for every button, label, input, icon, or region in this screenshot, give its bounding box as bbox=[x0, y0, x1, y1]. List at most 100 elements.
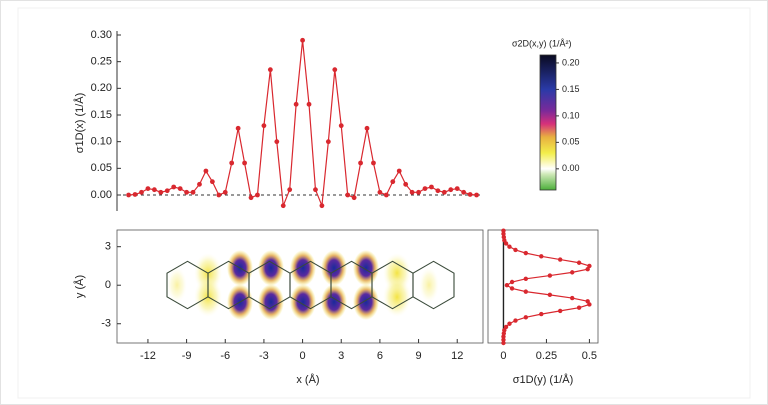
data-point bbox=[467, 192, 473, 197]
data-point bbox=[280, 203, 286, 209]
data-point bbox=[383, 192, 389, 198]
data-point bbox=[222, 189, 228, 195]
data-point bbox=[416, 189, 421, 195]
x-tick-label: -12 bbox=[140, 350, 156, 362]
data-point bbox=[422, 186, 428, 192]
data-point bbox=[435, 188, 441, 194]
density-blob bbox=[290, 284, 316, 320]
x-tick-label: -3 bbox=[259, 350, 269, 362]
density-blob bbox=[321, 250, 347, 286]
data-point bbox=[319, 203, 325, 209]
data-point bbox=[332, 67, 338, 73]
data-point bbox=[576, 260, 582, 265]
x-tick-label: 0 bbox=[500, 350, 506, 362]
data-point bbox=[523, 250, 529, 256]
x-tick-label: 0.5 bbox=[582, 350, 597, 362]
data-point bbox=[501, 337, 506, 342]
data-point bbox=[501, 234, 507, 240]
y-tick-label: 3 bbox=[105, 241, 111, 253]
data-point bbox=[507, 244, 512, 249]
data-point bbox=[209, 179, 215, 185]
data-point bbox=[203, 168, 209, 174]
data-point bbox=[503, 324, 509, 330]
y-tick-label: 0.00 bbox=[91, 189, 112, 201]
colorbar-tick-label: 0.05 bbox=[562, 137, 580, 147]
data-point bbox=[523, 315, 529, 320]
density-blob bbox=[258, 250, 284, 286]
data-point bbox=[547, 292, 553, 298]
data-point bbox=[158, 189, 164, 195]
data-point bbox=[177, 186, 183, 192]
data-point bbox=[313, 187, 318, 193]
density-blob bbox=[353, 284, 379, 320]
y-tick-label: -3 bbox=[101, 318, 111, 330]
y-axis-label: y (Å) bbox=[73, 275, 86, 298]
data-point bbox=[364, 125, 370, 131]
data-point bbox=[501, 334, 506, 339]
data-point bbox=[293, 101, 299, 107]
data-point bbox=[501, 231, 506, 237]
x-tick-label: 9 bbox=[416, 350, 422, 362]
hexagon bbox=[412, 260, 455, 310]
data-point bbox=[539, 311, 544, 317]
data-point bbox=[371, 160, 376, 166]
data-point bbox=[576, 305, 582, 310]
colorbar-tick-label: 0.00 bbox=[562, 163, 580, 173]
data-point bbox=[557, 257, 563, 262]
data-point bbox=[151, 187, 157, 193]
data-point bbox=[585, 299, 590, 304]
data-point bbox=[523, 289, 529, 294]
x-tick-label: -9 bbox=[182, 350, 192, 362]
data-point bbox=[454, 186, 460, 192]
data-point bbox=[267, 67, 273, 73]
data-point bbox=[351, 195, 357, 201]
data-point bbox=[448, 187, 454, 193]
data-point bbox=[513, 247, 518, 253]
density-blob bbox=[419, 267, 439, 303]
y-tick-label: 0.20 bbox=[91, 82, 112, 94]
data-point bbox=[235, 125, 241, 131]
x-tick-label: 12 bbox=[451, 350, 463, 362]
data-point bbox=[409, 189, 415, 195]
colorbar bbox=[539, 54, 557, 191]
data-point bbox=[523, 276, 529, 281]
data-point bbox=[441, 189, 447, 195]
data-point bbox=[274, 139, 280, 145]
density-blob bbox=[321, 284, 347, 320]
data-point bbox=[570, 295, 575, 301]
x-axis-label: x (Å) bbox=[296, 373, 319, 386]
data-point bbox=[306, 101, 312, 107]
data-point bbox=[242, 160, 247, 166]
data-point bbox=[325, 139, 331, 145]
data-point bbox=[461, 189, 467, 195]
y-tick-label: 0.25 bbox=[91, 56, 112, 68]
data-point bbox=[229, 160, 235, 166]
y-tick-label: 0.10 bbox=[91, 136, 112, 148]
data-point bbox=[126, 192, 131, 198]
data-point bbox=[390, 179, 396, 185]
data-point bbox=[507, 321, 512, 326]
data-point bbox=[396, 168, 402, 174]
data-point bbox=[345, 192, 351, 198]
y-tick-label: 0 bbox=[105, 279, 111, 291]
molecule bbox=[166, 260, 455, 310]
data-point bbox=[474, 192, 479, 198]
x-tick-label: 6 bbox=[377, 350, 383, 362]
data-point bbox=[557, 308, 563, 314]
data-point bbox=[501, 340, 506, 346]
colorbar-title: σ2D(x,y) (1/Å²) bbox=[512, 38, 572, 48]
data-point bbox=[403, 181, 409, 187]
data-point bbox=[429, 184, 434, 190]
density-blob bbox=[258, 284, 284, 320]
colorbar-tick-label: 0.20 bbox=[562, 57, 580, 67]
density-blob bbox=[353, 250, 379, 286]
data-point bbox=[513, 318, 518, 323]
plot-box bbox=[487, 229, 599, 344]
density-blob bbox=[167, 267, 187, 303]
data-point bbox=[190, 189, 196, 195]
colorbar-tick-label: 0.10 bbox=[562, 110, 580, 120]
y-tick-label: 0.05 bbox=[91, 162, 112, 174]
